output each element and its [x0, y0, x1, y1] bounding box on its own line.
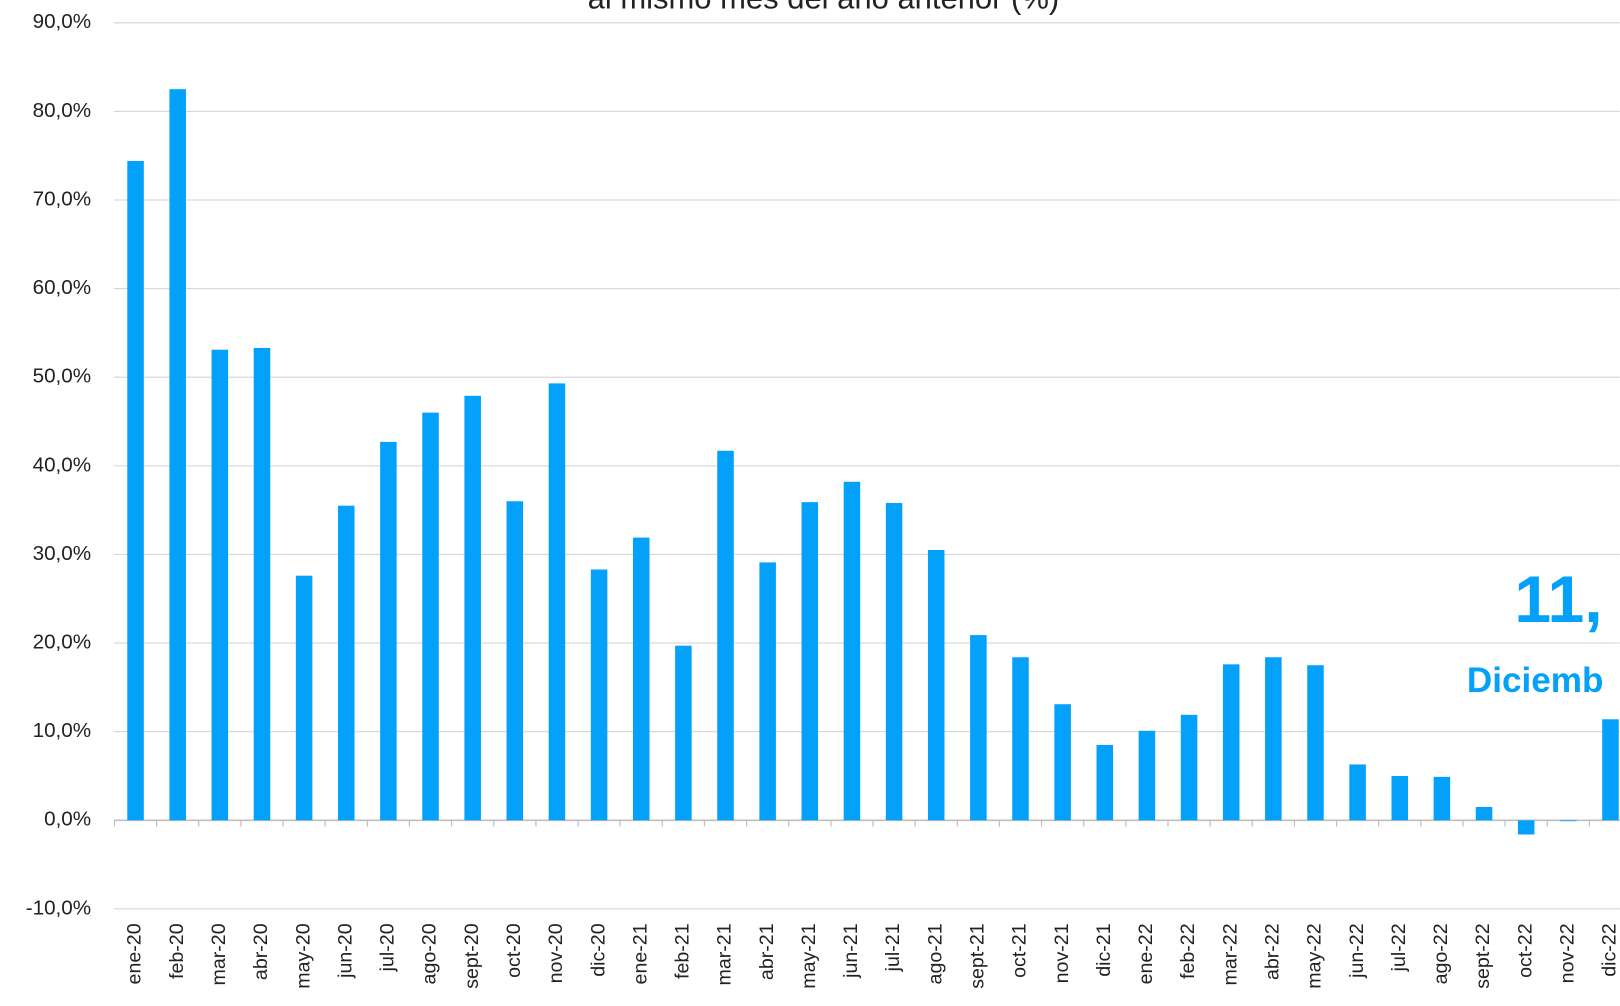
y-tick-label: 70,0% [33, 187, 92, 210]
bar [127, 160, 144, 821]
bar [1054, 704, 1071, 821]
y-tick-label: 30,0% [33, 542, 92, 565]
bar [885, 503, 903, 821]
y-tick-label: 80,0% [33, 99, 92, 122]
x-tick-label: nov-20 [545, 923, 567, 983]
x-tick-label: sept-21 [967, 923, 989, 988]
x-tick-label: abr-22 [1262, 923, 1284, 980]
x-tick-label: sept-22 [1472, 923, 1494, 988]
x-tick-label: jun-21 [840, 923, 862, 979]
bar [1349, 764, 1366, 821]
x-tick-label: nov-21 [1051, 923, 1073, 983]
x-tick-label: jul-22 [1388, 923, 1410, 972]
x-tick-label: may-22 [1304, 923, 1326, 988]
x-tick-label: oct-22 [1514, 923, 1536, 978]
x-tick-label: jun-22 [1346, 923, 1368, 979]
x-tick-label: ene-20 [124, 923, 146, 984]
x-tick-label: ene-21 [629, 923, 651, 984]
x-tick-label: dic-22 [1599, 923, 1620, 976]
y-tick-label: -10,0% [26, 896, 91, 919]
bar [253, 347, 271, 821]
x-tick-label: dic-20 [587, 923, 609, 977]
y-tick-label: 10,0% [33, 719, 92, 742]
x-tick-label: ago-21 [924, 923, 946, 984]
x-tick-label: feb-20 [166, 923, 188, 979]
x-tick-label: mar-22 [1219, 923, 1241, 985]
bar [211, 349, 229, 821]
bar [590, 569, 608, 821]
bar [1096, 744, 1114, 821]
x-tick-label: oct-20 [503, 923, 525, 978]
x-tick-label: feb-21 [672, 923, 694, 979]
bar [1475, 807, 1493, 821]
bar [1180, 714, 1198, 821]
bar [464, 395, 481, 821]
y-tick-label: 0,0% [44, 808, 91, 831]
annotation-value: 11, [1514, 563, 1602, 637]
x-tick-label: mar-20 [208, 923, 230, 985]
bar [1265, 657, 1282, 821]
bar [1602, 719, 1619, 821]
bar [1012, 657, 1029, 821]
bar [548, 383, 566, 821]
x-tick-label: abr-20 [250, 923, 272, 980]
x-tick-label: sept-20 [461, 923, 483, 989]
y-tick-label: 20,0% [33, 631, 92, 654]
bar [1433, 776, 1451, 821]
y-tick-label: 90,0% [33, 10, 92, 33]
bar [1560, 820, 1577, 822]
y-tick-label: 40,0% [33, 453, 92, 476]
x-tick-label: abr-21 [756, 923, 778, 980]
bar [337, 505, 355, 821]
x-tick-label: jun-20 [334, 923, 356, 979]
bar [506, 501, 524, 821]
bar [632, 537, 650, 821]
x-tick-label: ago-20 [419, 923, 441, 984]
x-tick-label: may-21 [798, 923, 820, 988]
bar [970, 635, 987, 821]
bar [801, 502, 819, 821]
x-tick-label: ene-22 [1135, 923, 1157, 984]
annotation-label: Diciemb [1467, 661, 1604, 700]
bar [1138, 730, 1156, 821]
bar [1517, 820, 1535, 835]
x-tick-label: nov-22 [1557, 923, 1579, 983]
bar [1307, 665, 1324, 821]
y-tick-label: 50,0% [33, 365, 92, 388]
x-tick-label: dic-21 [1093, 923, 1115, 976]
x-tick-label: feb-22 [1177, 923, 1199, 979]
bar [717, 450, 734, 821]
bar [675, 645, 692, 821]
bar [295, 575, 313, 821]
x-tick-label: oct-21 [1009, 923, 1031, 978]
bar [422, 412, 439, 821]
bar [1391, 775, 1409, 821]
x-tick-label: jul-20 [377, 923, 399, 972]
bar [169, 89, 186, 821]
x-tick-label: may-20 [292, 923, 314, 988]
bar [927, 550, 945, 821]
y-tick-label: 60,0% [33, 276, 92, 299]
bar [1222, 664, 1240, 821]
x-tick-label: jul-21 [882, 923, 904, 972]
x-tick-label: ago-22 [1430, 923, 1452, 984]
bar [759, 562, 776, 821]
x-tick-label: mar-21 [714, 923, 736, 985]
bar [843, 481, 861, 821]
bar [380, 441, 397, 821]
chart-title: al mismo mes del año anterior (%) [588, 0, 1060, 15]
